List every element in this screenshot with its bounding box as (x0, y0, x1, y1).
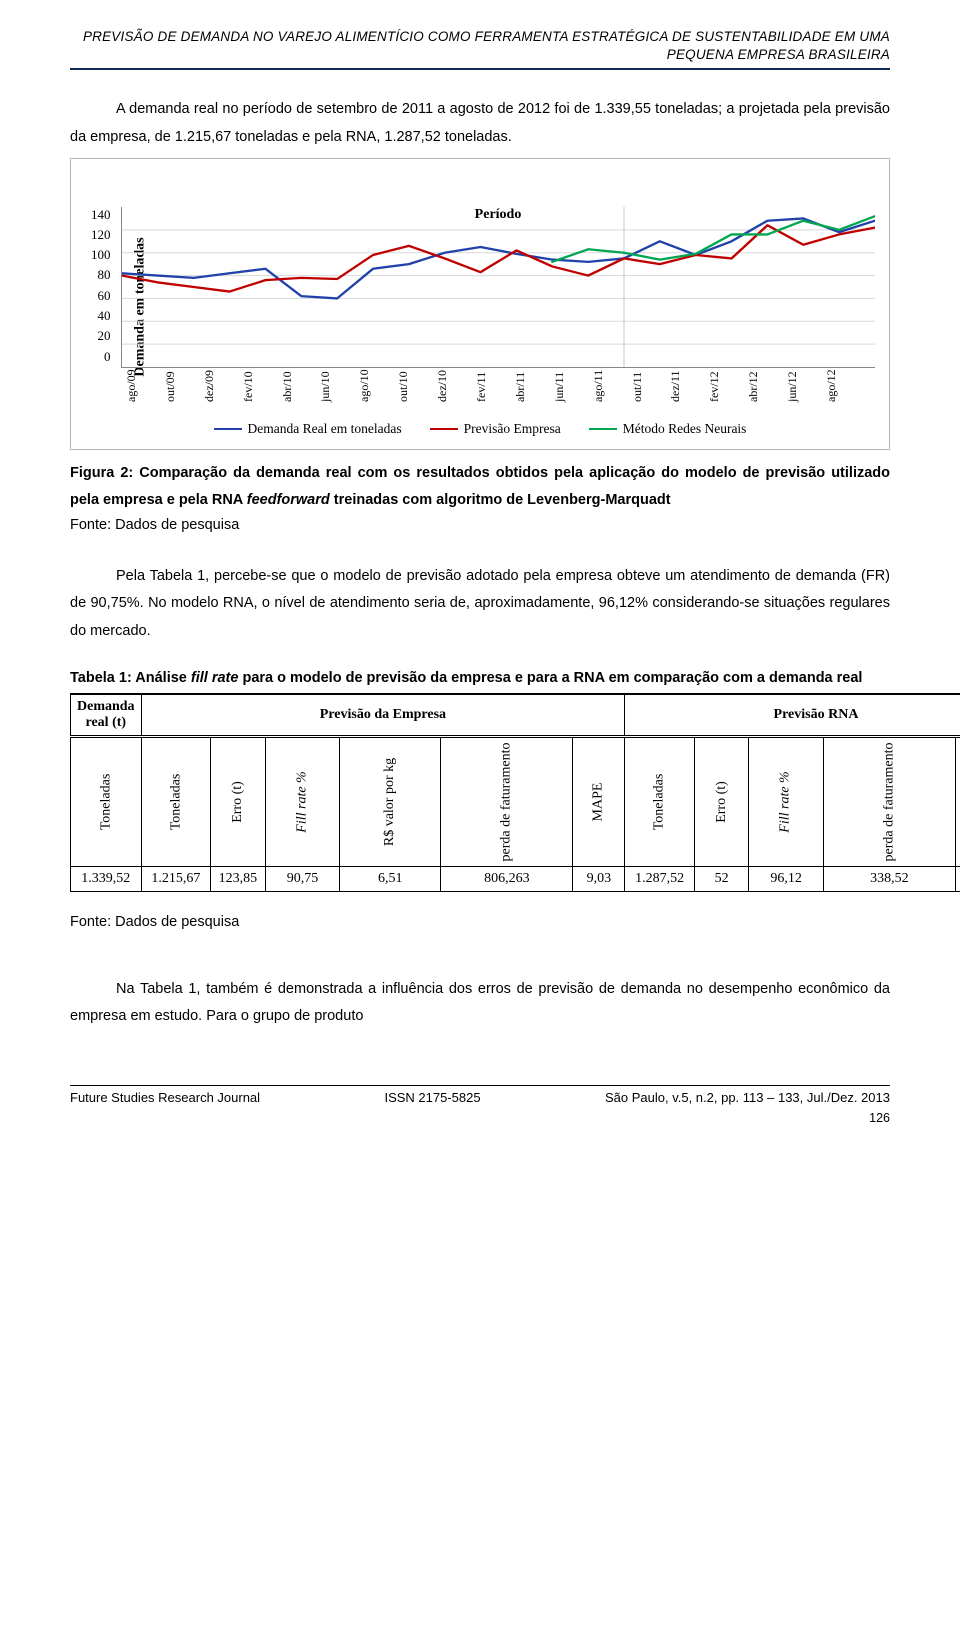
line-chart: Demanda em toneladas 140120100806040200 … (121, 207, 875, 407)
table-header-cell: Previsão da Empresa (141, 694, 625, 737)
table-title-strong: Tabela 1: Análise (70, 670, 191, 686)
x-tick: jun/11 (552, 371, 567, 401)
table-cell: 806,263 (441, 866, 573, 891)
x-tick: out/10 (396, 371, 411, 402)
x-tick: ago/10 (357, 369, 372, 402)
table-cell: 90,75 (265, 866, 339, 891)
table-cell: 1.215,67 (141, 866, 211, 891)
x-tick: ago/09 (124, 369, 139, 402)
legend-item: Previsão Empresa (430, 421, 561, 437)
table-cell: 6,51 (340, 866, 441, 891)
chart-svg (122, 207, 875, 367)
x-tick: dez/09 (202, 370, 217, 402)
paragraph-1: A demanda real no período de setembro de… (70, 96, 890, 151)
table-subheader-cell: Erro (t) (211, 736, 266, 866)
x-tick: abr/10 (280, 371, 295, 402)
table-subheader-cell: perda de faturamento (823, 736, 955, 866)
table-title-tail: para o modelo de previsão da empresa e p… (238, 670, 862, 686)
x-tick: ago/11 (591, 369, 606, 401)
y-tick: 140 (91, 207, 111, 223)
figure-source: Fonte: Dados de pesquisa (70, 517, 890, 533)
table-subheader-cell: MAPE (955, 736, 960, 866)
footer-issn: ISSN 2175-5825 (384, 1090, 480, 1105)
legend-label: Demanda Real em toneladas (248, 421, 402, 437)
y-tick: 40 (91, 308, 111, 324)
footer-rule (70, 1085, 890, 1086)
table-subheader-cell: Toneladas (141, 736, 211, 866)
legend-label: Método Redes Neurais (623, 421, 747, 437)
chart-legend: Demanda Real em toneladas Previsão Empres… (79, 407, 881, 445)
x-axis-ticks: ago/09 out/09 dez/09 fev/10 abr/10 jun/10 ago/… (121, 372, 875, 404)
legend-label: Previsão Empresa (464, 421, 561, 437)
table-subheader-cell: Toneladas (625, 736, 695, 866)
table-header-cell: Previsão RNA (625, 694, 960, 737)
y-tick: 100 (91, 247, 111, 263)
legend-item: Método Redes Neurais (589, 421, 747, 437)
x-tick: out/11 (630, 371, 645, 401)
table-subheader-cell: Erro (t) (694, 736, 749, 866)
chart-container: Demanda em toneladas 140120100806040200 … (70, 158, 890, 450)
table-header-row-2: ToneladasToneladasErro (t)Fill rate %R$ … (71, 736, 960, 866)
y-tick: 60 (91, 288, 111, 304)
page-footer: Future Studies Research Journal ISSN 217… (70, 1090, 890, 1105)
table-cell: 96,12 (749, 866, 823, 891)
table-row: 1.339,521.215,67123,8590,756,51806,2639,… (71, 866, 960, 891)
x-tick: fev/11 (474, 371, 489, 401)
y-tick: 0 (91, 349, 111, 365)
x-tick: abr/12 (746, 371, 761, 402)
page-number: 126 (70, 1111, 890, 1125)
page-container: PREVISÃO DE DEMANDA NO VAREJO ALIMENTÍCI… (0, 0, 960, 1165)
x-tick: fev/12 (707, 371, 722, 402)
table-title-em: fill rate (191, 670, 239, 686)
running-header-line1: PREVISÃO DE DEMANDA NO VAREJO ALIMENTÍCI… (70, 28, 890, 46)
legend-swatch (430, 428, 458, 430)
x-tick: dez/11 (668, 370, 683, 402)
x-tick: out/09 (163, 371, 178, 402)
legend-swatch (589, 428, 617, 430)
y-tick: 80 (91, 267, 111, 283)
table-source: Fonte: Dados de pesquisa (70, 914, 890, 930)
table-cell: 1.339,52 (71, 866, 142, 891)
footer-journal: Future Studies Research Journal (70, 1090, 260, 1105)
running-header: PREVISÃO DE DEMANDA NO VAREJO ALIMENTÍCI… (70, 28, 890, 64)
x-tick: abr/11 (513, 371, 528, 401)
x-tick: fev/10 (241, 371, 256, 402)
figure-caption-tail: treinadas com algoritmo de Levenberg-Mar… (330, 492, 671, 508)
y-tick: 120 (91, 227, 111, 243)
table-subheader-cell: Toneladas (71, 736, 142, 866)
x-tick: jun/12 (785, 371, 800, 402)
paragraph-3: Na Tabela 1, também é demonstrada a infl… (70, 976, 890, 1031)
table-subheader-cell: Fill rate % (265, 736, 339, 866)
x-tick: dez/10 (435, 370, 450, 402)
table-cell: 52 (694, 866, 749, 891)
figure-caption-em: feedforward (247, 492, 330, 508)
plot-area (121, 207, 875, 368)
table-title: Tabela 1: Análise fill rate para o model… (70, 665, 890, 693)
legend-swatch (214, 428, 242, 430)
legend-item: Demanda Real em toneladas (214, 421, 402, 437)
x-tick: jun/10 (318, 371, 333, 402)
table-subheader-cell: R$ valor por kg (340, 736, 441, 866)
table-cell: 338,52 (823, 866, 955, 891)
paragraph-2: Pela Tabela 1, percebe-se que o modelo d… (70, 563, 890, 646)
table-header-row-1: Demanda real (t)Previsão da EmpresaPrevi… (71, 694, 960, 737)
table-cell: 7,38 (955, 866, 960, 891)
table-subheader-cell: MAPE (573, 736, 625, 866)
table-subheader-cell: Fill rate % (749, 736, 823, 866)
table-cell: 1.287,52 (625, 866, 695, 891)
table-subheader-cell: perda de faturamento (441, 736, 573, 866)
table-cell: 123,85 (211, 866, 266, 891)
running-header-line2: PEQUENA EMPRESA BRASILEIRA (70, 46, 890, 64)
y-axis-ticks: 140 120 100 80 60 40 20 0 (91, 207, 111, 365)
x-tick: ago/12 (824, 369, 839, 402)
data-table: Demanda real (t)Previsão da EmpresaPrevi… (70, 693, 960, 892)
footer-citation: São Paulo, v.5, n.2, pp. 113 – 133, Jul.… (605, 1090, 890, 1105)
table-cell: 9,03 (573, 866, 625, 891)
table-header-cell: Demanda real (t) (71, 694, 142, 737)
y-tick: 20 (91, 328, 111, 344)
header-rule (70, 68, 890, 70)
figure-caption: Figura 2: Comparação da demanda real com… (70, 460, 890, 515)
